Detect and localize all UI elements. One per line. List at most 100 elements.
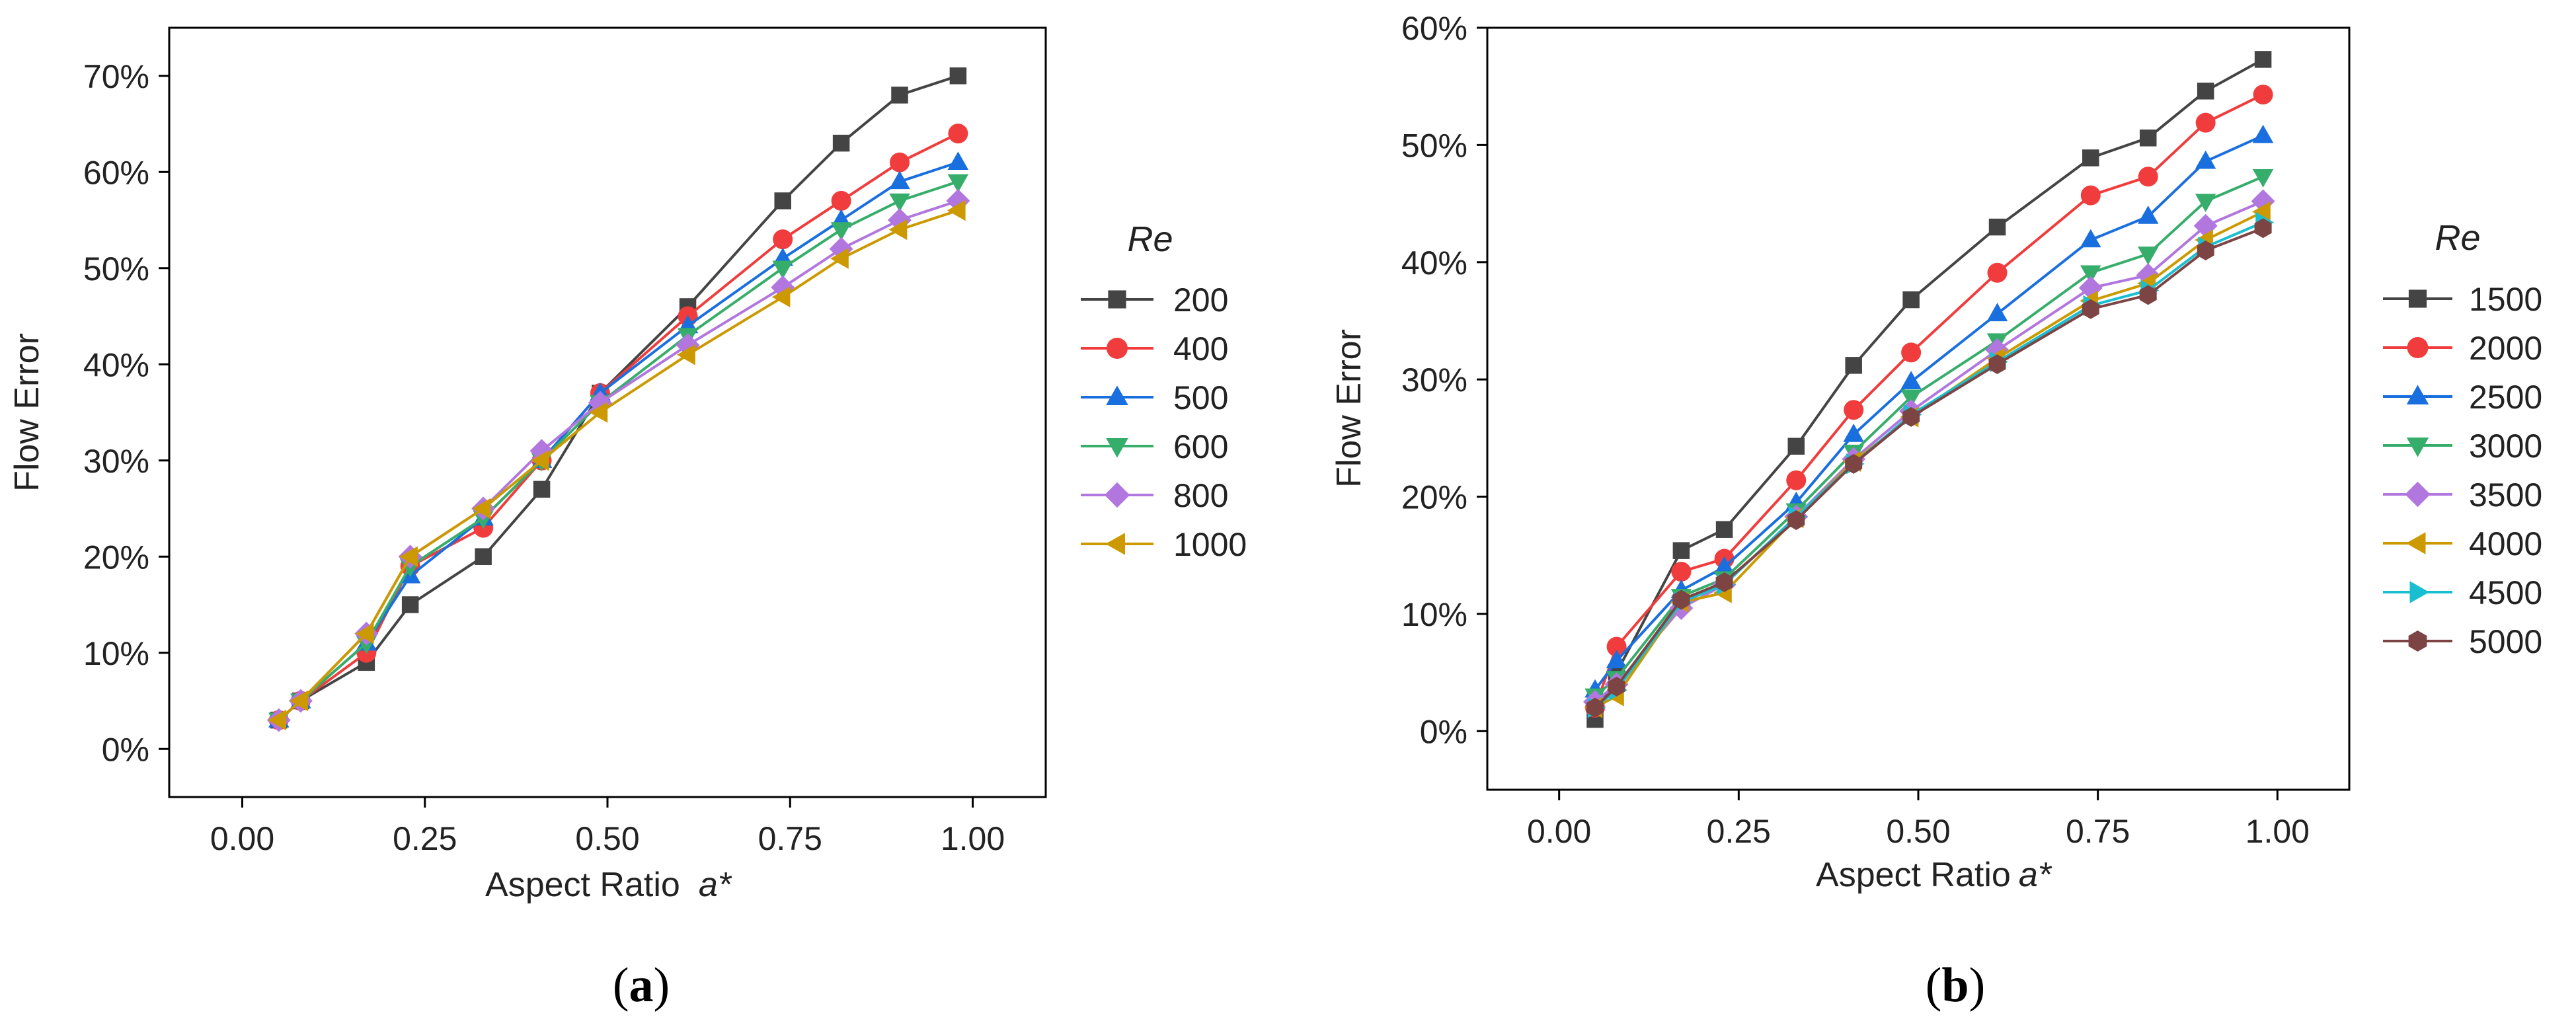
- data-point: [888, 219, 908, 241]
- legend: 1500 2000 2500 3000 3500 4000 4500 5000: [2383, 281, 2542, 660]
- legend-item: 4000: [2383, 525, 2542, 562]
- legend-label: 600: [1173, 428, 1228, 465]
- y-tick-label: 30%: [83, 443, 149, 480]
- data-point: [401, 596, 419, 613]
- x-tick-label: 0.00: [210, 820, 274, 857]
- legend-marker: [2408, 289, 2427, 308]
- data-point: [589, 402, 608, 423]
- legend-item: 2500: [2383, 379, 2542, 416]
- legend-item: 800: [1081, 477, 1228, 514]
- data-point: [947, 174, 969, 193]
- data-point: [2252, 201, 2271, 223]
- data-point: [1902, 291, 1920, 309]
- legend-marker: [1104, 482, 1130, 508]
- legend-label: 3500: [2469, 476, 2542, 514]
- legend-item: 3000: [2383, 428, 2542, 465]
- data-point: [1672, 542, 1690, 559]
- data-point: [2254, 51, 2272, 68]
- data-point: [2138, 206, 2159, 224]
- legend-item: 500: [1081, 379, 1228, 416]
- legend-title: Re: [2435, 218, 2480, 258]
- legend-label: 2000: [2469, 330, 2542, 367]
- data-point: [2082, 149, 2099, 167]
- legend-marker: [1106, 385, 1128, 405]
- legend-item: 1000: [1081, 526, 1247, 563]
- x-tick-label: 0.25: [393, 820, 457, 857]
- data-point: [290, 690, 309, 712]
- series-line: [1594, 134, 2264, 691]
- legend-item: 200: [1081, 282, 1228, 319]
- data-point: [947, 200, 966, 221]
- legend-label: 200: [1173, 282, 1228, 319]
- data-point: [889, 171, 910, 190]
- legend-label: 5000: [2469, 623, 2542, 660]
- data-point: [533, 480, 551, 498]
- data-point: [2252, 124, 2274, 143]
- x-tick-label: 0.00: [1527, 813, 1591, 850]
- y-tick-label: 70%: [83, 58, 149, 95]
- series-line: [278, 180, 959, 722]
- data-point: [1843, 424, 1864, 442]
- data-point: [1713, 556, 1735, 575]
- data-point: [771, 286, 791, 308]
- data-point: [472, 498, 491, 519]
- y-tick-label: 40%: [83, 346, 149, 383]
- series-line: [1594, 175, 2264, 697]
- data-point: [1900, 389, 1922, 408]
- data-point: [1608, 676, 1625, 697]
- legend-title: Re: [1127, 219, 1173, 259]
- data-point: [1606, 636, 1627, 657]
- data-point: [830, 248, 849, 269]
- panel-b: 0.00 0.25 0.50 0.75 1.00 0% 10% 20% 30% 40% 50% 60%…: [1330, 10, 2542, 1012]
- y-tick-label: 0%: [1420, 713, 1467, 750]
- series-5000: [1586, 218, 2272, 718]
- y-tick-label: 10%: [83, 635, 149, 672]
- data-point: [1787, 510, 1805, 530]
- data-point: [947, 151, 969, 170]
- axis-ticks: 0.00 0.25 0.50 0.75 1.00 0% 10% 20% 30% 40% 50% 60%…: [83, 58, 1005, 857]
- data-point: [1671, 562, 1692, 582]
- data-point: [1902, 406, 1920, 427]
- data-point: [1845, 453, 1863, 474]
- x-axis-label: Aspect Ratio a*: [485, 866, 732, 904]
- legend-marker: [2405, 481, 2431, 508]
- legend-item: 1500: [2383, 281, 2542, 318]
- data-point: [1586, 697, 1604, 718]
- legend-item: 5000: [2383, 623, 2542, 660]
- y-tick-label: 0%: [102, 731, 149, 768]
- legend-marker: [2406, 385, 2429, 404]
- legend-item: 400: [1081, 330, 1228, 367]
- panel-caption: (b): [1926, 958, 1985, 1012]
- series-2000: [1585, 85, 2273, 718]
- data-point: [399, 546, 418, 567]
- series-line: [1594, 221, 2264, 709]
- data-point: [2080, 265, 2101, 284]
- series-1500: [1586, 51, 2272, 728]
- data-point: [948, 124, 968, 144]
- data-point: [890, 152, 910, 172]
- x-tick-label: 1.00: [2245, 813, 2310, 850]
- x-tick-label: 1.00: [941, 820, 1005, 857]
- series-3000: [1584, 169, 2274, 707]
- data-point: [677, 344, 695, 365]
- y-tick-label: 50%: [83, 250, 149, 287]
- data-point: [1986, 303, 2008, 322]
- data-point: [1988, 354, 2006, 375]
- legend-item: 4500: [2383, 574, 2542, 611]
- legend-label: 2500: [2469, 379, 2542, 416]
- data-point: [2195, 112, 2216, 133]
- data-point: [1715, 572, 1733, 592]
- legend-item: 2000: [2383, 330, 2542, 367]
- data-point: [2138, 247, 2159, 265]
- legend-marker: [2408, 630, 2427, 652]
- legend-label: 3000: [2469, 428, 2542, 465]
- data-point: [1672, 590, 1690, 610]
- y-tick-label: 30%: [1401, 361, 1467, 399]
- x-tick-label: 0.25: [1707, 813, 1771, 850]
- data-point: [1844, 400, 1864, 420]
- data-point: [1606, 650, 1627, 669]
- data-point: [2139, 129, 2157, 147]
- data-point: [2254, 218, 2272, 239]
- data-point: [2197, 241, 2214, 260]
